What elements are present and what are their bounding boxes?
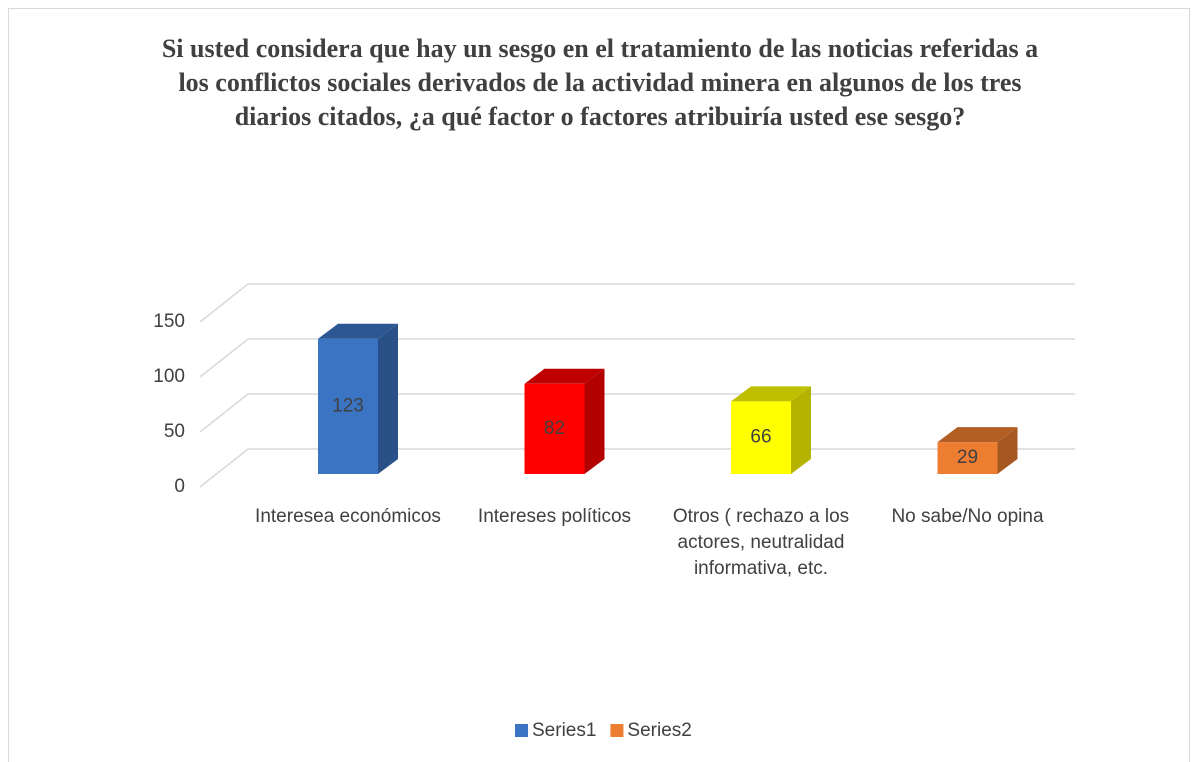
legend-label: Series1 [532,720,596,741]
bar-top [731,386,811,402]
chart-title: Si usted considera que hay un sesgo en e… [161,34,1039,131]
legend-swatch [610,724,624,737]
bar-side [378,323,398,474]
bar [937,442,998,474]
bar-top [937,427,1018,443]
bar [524,383,585,474]
legend-swatch [515,724,528,737]
chart-frame [8,8,1190,762]
data-label: 82 [544,418,565,439]
bar-side [791,386,811,474]
bar-top [318,323,398,339]
data-label: 66 [750,427,771,448]
x-tick-label: Intereses políticos [477,506,632,527]
bar [318,338,378,474]
y-tick-label: 100 [153,366,185,387]
y-tick-label: 0 [174,476,185,497]
y-tick-label: 50 [164,421,185,442]
bar-top [524,368,605,384]
x-tick-label: Otros ( rechazo a los actores, neutralid… [672,506,850,579]
data-label: 29 [957,447,978,468]
x-tick-label: No sabe/No opina [891,506,1044,527]
bar-side [584,368,605,474]
x-tick-label: Interesea económicos [255,506,441,527]
legend-label: Series2 [627,720,691,741]
bar [731,401,791,474]
data-label: 123 [332,395,364,416]
grid-line [199,338,1075,378]
y-tick-label: 150 [153,311,185,332]
grid-line [199,283,1075,323]
bar-side [997,427,1018,474]
